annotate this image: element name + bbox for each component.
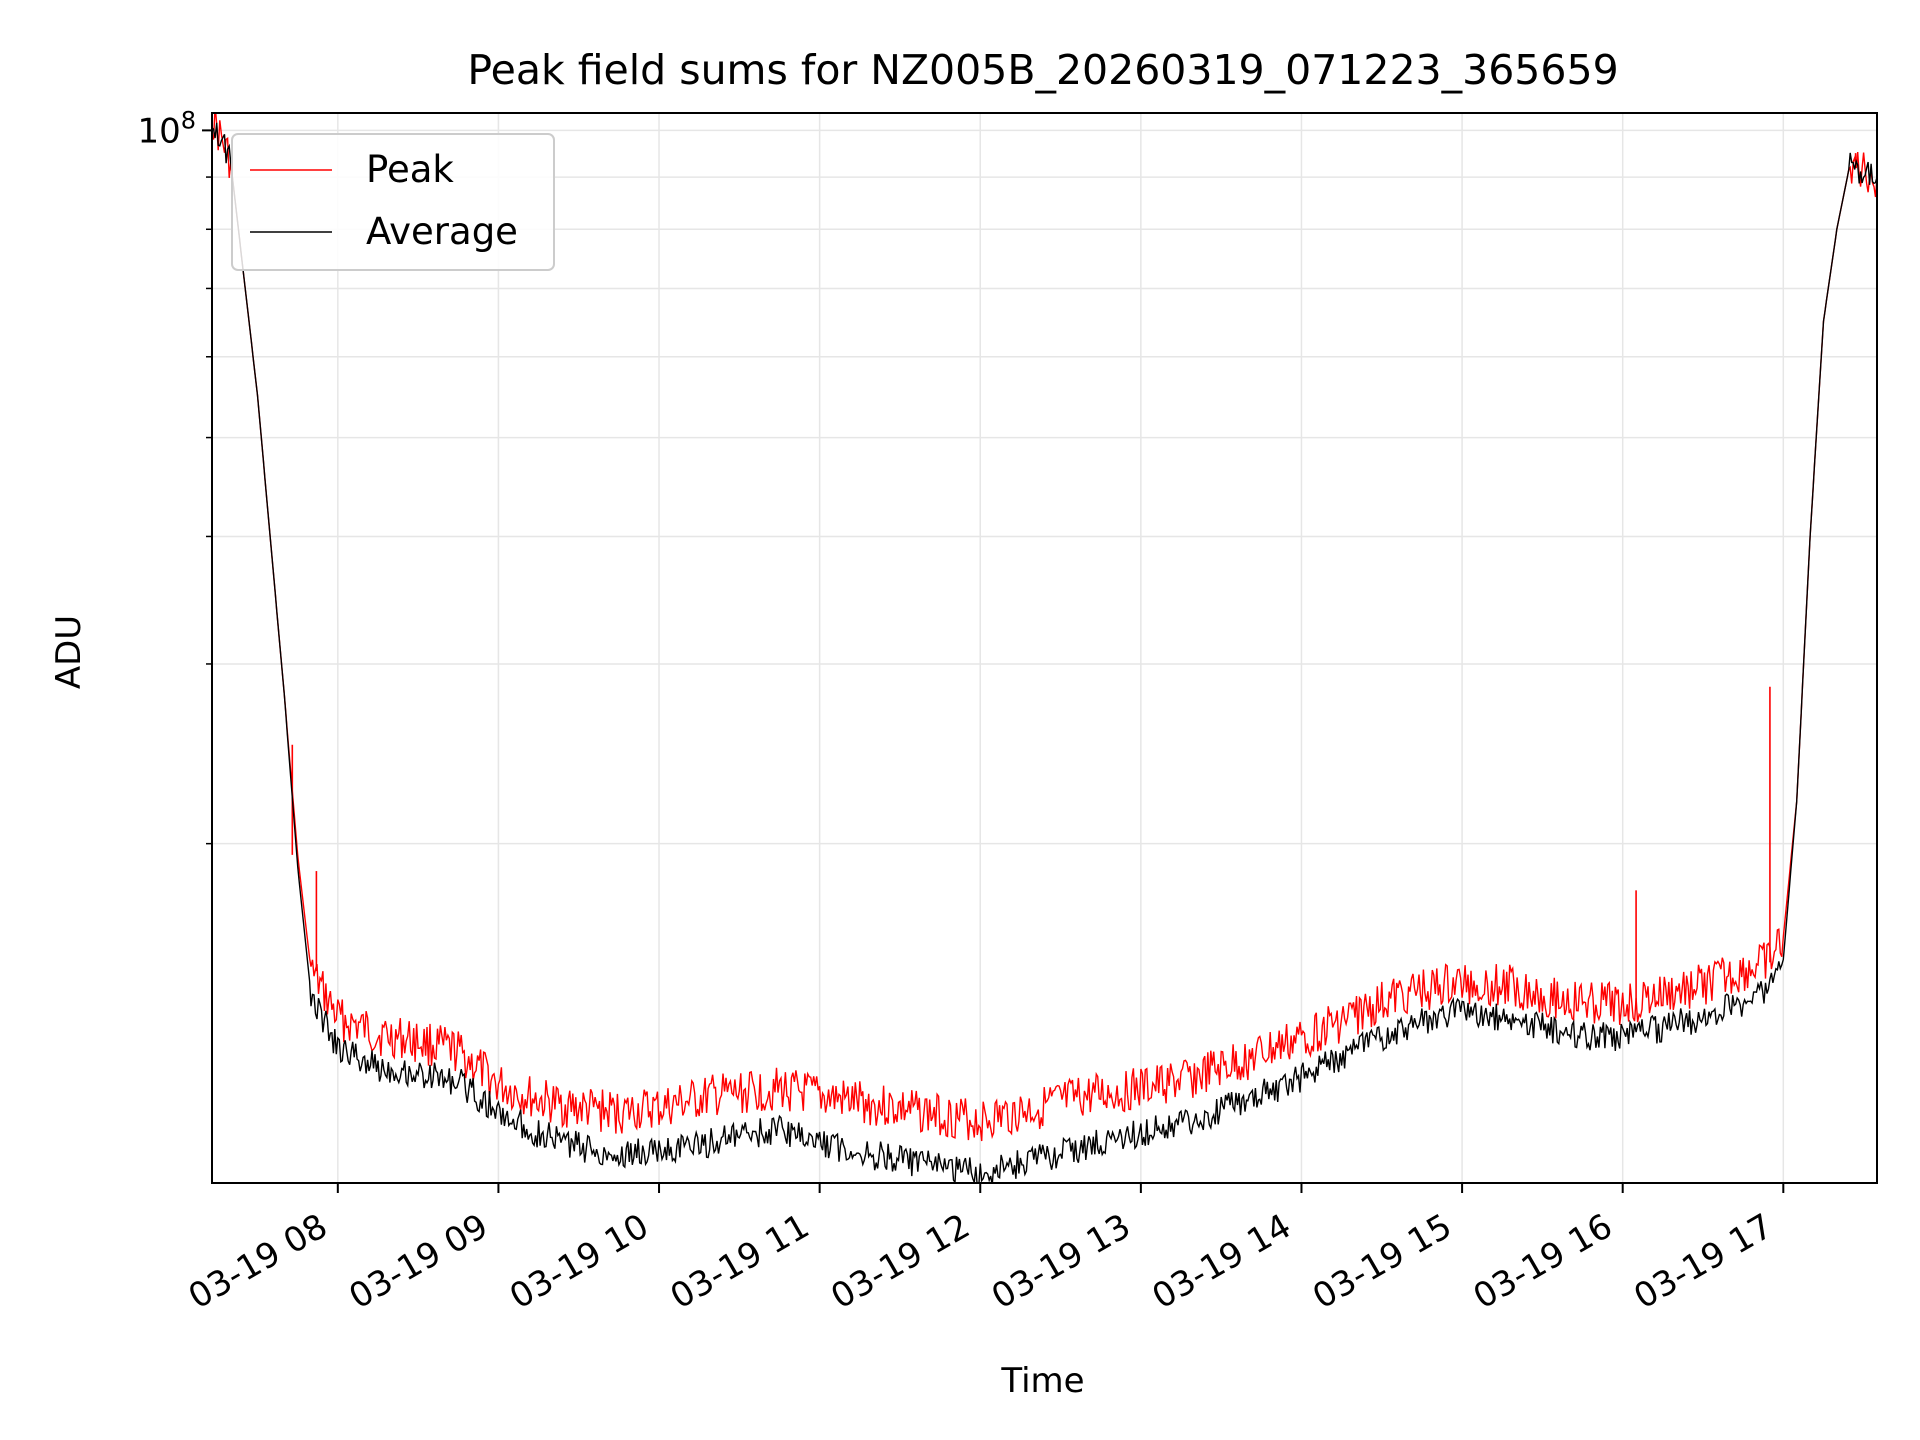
legend-label-peak: Peak xyxy=(366,148,454,191)
x-axis-title: Time xyxy=(1000,1361,1084,1401)
y-axis-title: ADU xyxy=(49,615,89,689)
y-axis-ticks: 108 xyxy=(137,106,212,845)
plot-frame xyxy=(211,112,1878,1184)
legend: Peak Average xyxy=(231,133,555,271)
y-tick-label: 108 xyxy=(137,106,196,151)
series-line-peak xyxy=(212,113,1877,1142)
legend-box xyxy=(231,133,555,271)
chart-title: Peak field sums for NZ005B_20260319_0712… xyxy=(467,46,1618,94)
grid xyxy=(212,113,1877,1183)
series-layer xyxy=(212,113,1877,1183)
series-line-average xyxy=(212,122,1877,1183)
legend-label-average: Average xyxy=(366,210,518,253)
